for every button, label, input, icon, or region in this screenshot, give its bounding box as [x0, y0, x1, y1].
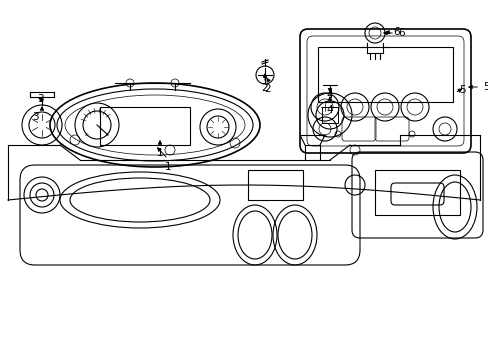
Text: 2: 2 [264, 84, 271, 94]
Text: 2: 2 [261, 83, 268, 93]
Text: 20: 20 [84, 133, 89, 137]
Text: 6: 6 [397, 28, 404, 38]
Text: 1: 1 [156, 148, 163, 158]
Text: 4: 4 [326, 90, 333, 100]
Bar [100, 107, 190, 145]
Text: 3: 3 [37, 94, 43, 104]
Text: 1: 1 [164, 162, 171, 172]
Text: 3: 3 [32, 112, 38, 122]
Bar [374, 170, 459, 215]
Text: 5: 5 [482, 82, 488, 92]
Text: 5: 5 [458, 85, 465, 95]
Bar [321, 107, 337, 123]
Text: 4: 4 [326, 105, 333, 115]
Bar [247, 170, 303, 200]
Text: 6: 6 [393, 27, 400, 37]
Text: 0: 0 [106, 133, 108, 137]
Bar [317, 47, 452, 102]
